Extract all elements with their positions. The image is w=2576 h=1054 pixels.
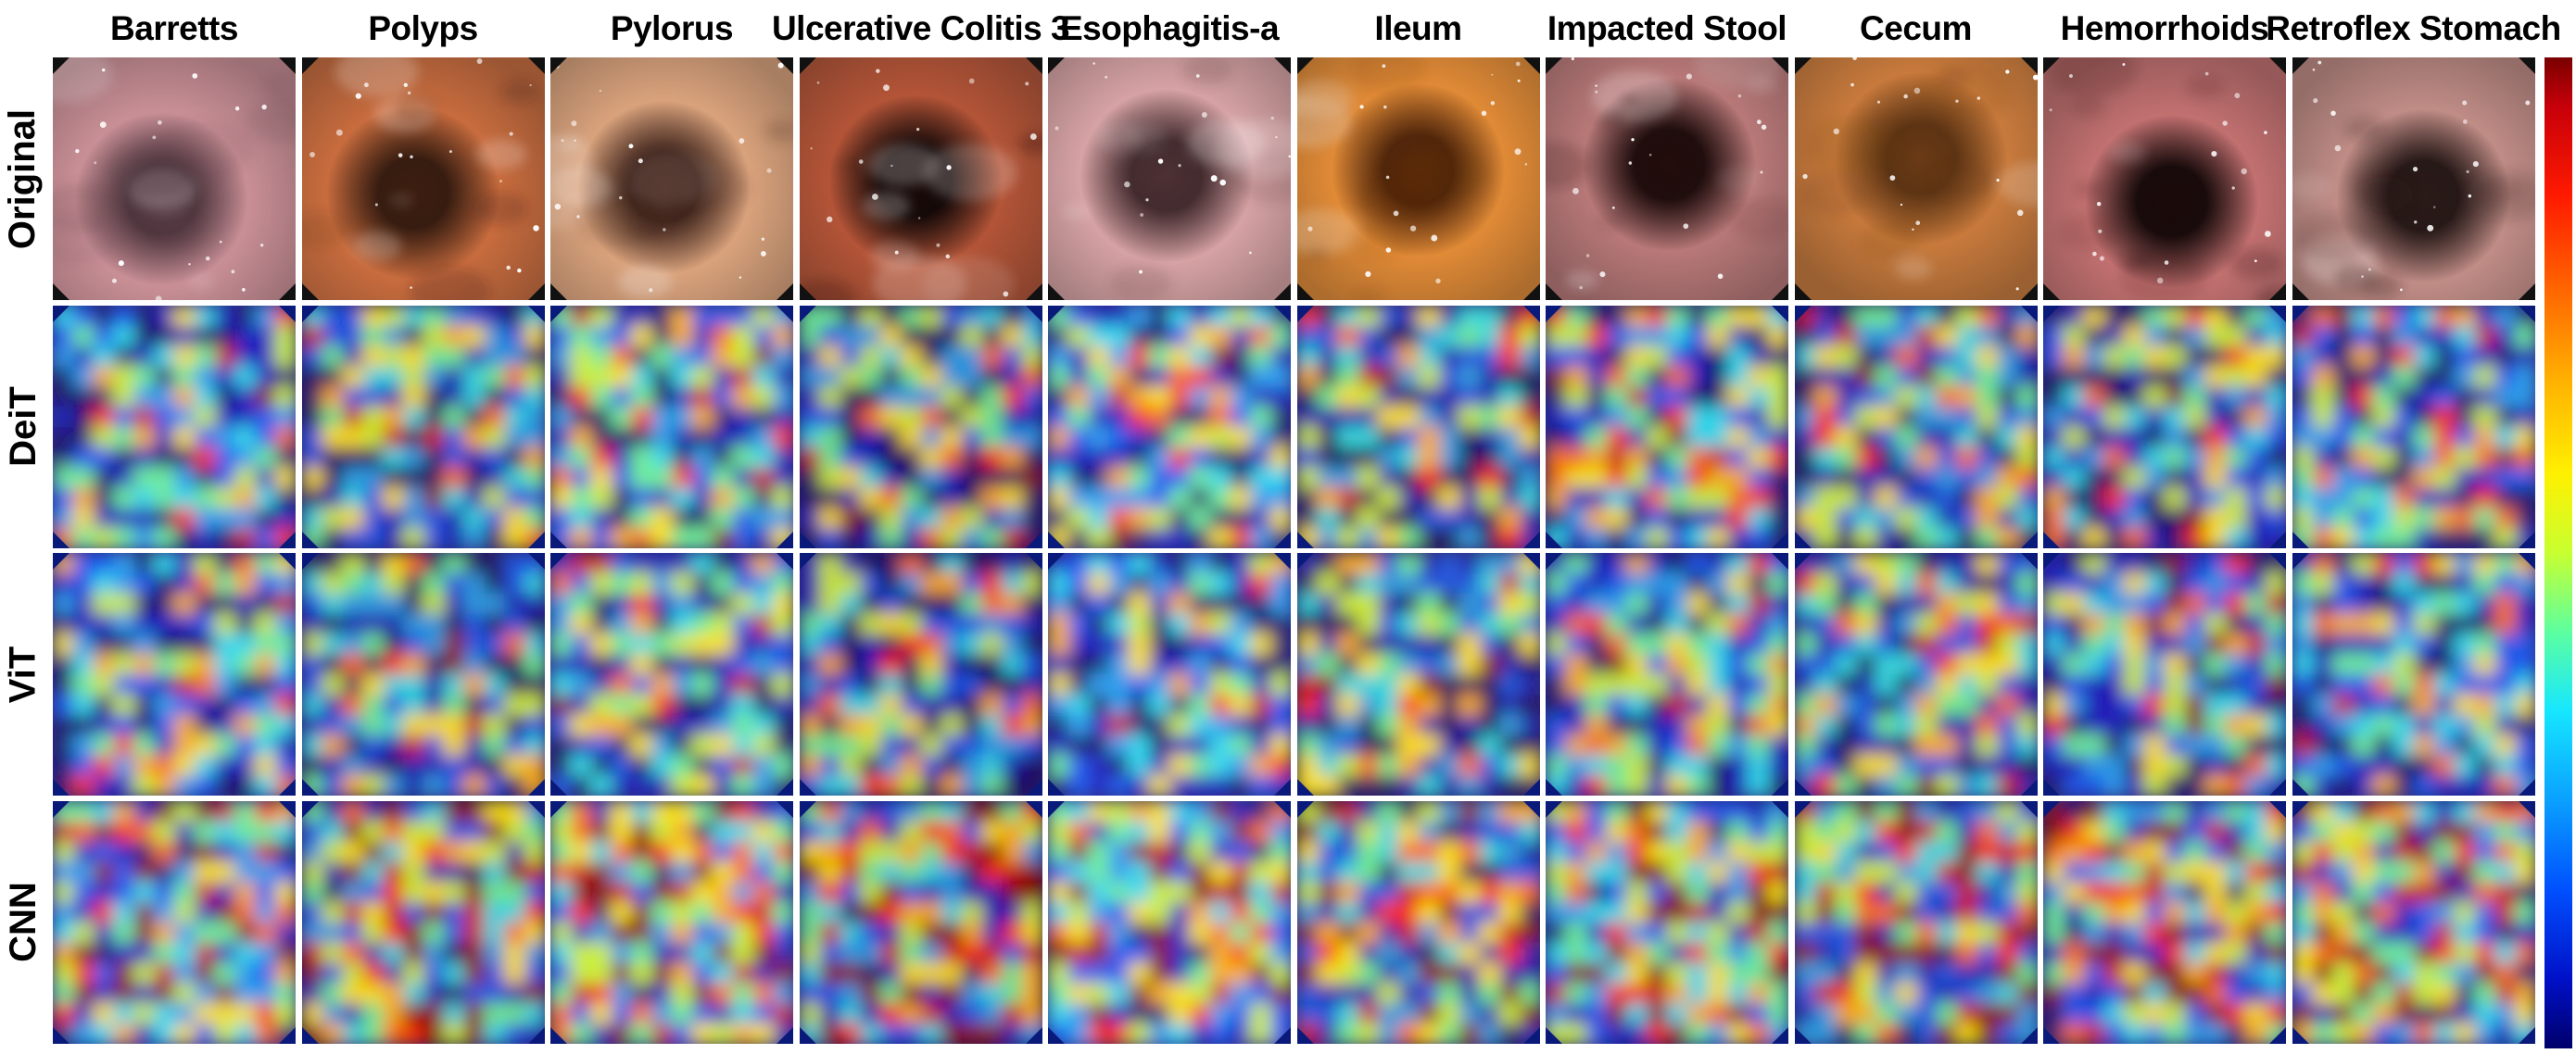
row-label-text: DeiT — [2, 386, 44, 467]
column-header: Polyps — [368, 9, 478, 47]
row-label: ViT — [0, 553, 46, 796]
attention-heatmap — [2292, 553, 2535, 796]
endoscopy-image — [301, 57, 545, 300]
row-label-text: ViT — [2, 646, 44, 703]
attention-heatmap — [2043, 553, 2286, 796]
column-header: Ulcerative Colitis 3 — [771, 9, 1070, 47]
row-label: DeiT — [0, 306, 46, 548]
endoscopy-image — [53, 57, 296, 300]
attention-heatmap — [550, 305, 793, 548]
endoscopy-image — [1296, 57, 1540, 300]
endoscopy-image — [1048, 57, 1291, 300]
attention-heatmap — [550, 553, 793, 796]
endoscopy-image — [2292, 57, 2535, 300]
attention-heatmap — [1794, 800, 2038, 1044]
attention-heatmap — [1048, 305, 1291, 548]
row-label-text: Original — [2, 108, 44, 249]
attention-heatmap — [53, 553, 296, 796]
attention-heatmap — [1546, 553, 1788, 796]
row-label-text: CNN — [2, 882, 44, 962]
column-header: Retroflex Stomach — [2266, 9, 2561, 47]
attention-heatmap — [301, 800, 545, 1044]
column-header: Cecum — [1860, 9, 1972, 47]
column-header: Esophagitis-a — [1059, 9, 1280, 47]
attention-heatmap — [53, 800, 296, 1044]
attention-heatmap — [799, 800, 1042, 1044]
attention-heatmap — [799, 553, 1042, 796]
row-label: CNN — [0, 801, 46, 1044]
column-header: Barretts — [110, 9, 238, 47]
endoscopy-image — [2043, 57, 2286, 300]
endoscopy-image — [1546, 57, 1788, 300]
endoscopy-image — [1794, 57, 2038, 300]
attention-heatmap — [799, 305, 1042, 548]
row-label: Original — [0, 57, 46, 300]
attention-heatmap — [301, 553, 545, 796]
endoscopy-image — [799, 57, 1042, 300]
attention-heatmap — [2043, 800, 2286, 1044]
attention-heatmap — [1296, 305, 1540, 548]
attention-heatmap — [550, 800, 793, 1044]
endoscopy-image — [550, 57, 793, 300]
attention-heatmap — [301, 305, 545, 548]
attention-heatmap — [1546, 800, 1788, 1044]
attention-heatmap — [1048, 800, 1291, 1044]
colorbar — [2544, 57, 2572, 1048]
column-header: Pylorus — [610, 9, 734, 47]
attention-heatmap — [1794, 553, 2038, 796]
column-header: Impacted Stool — [1547, 9, 1787, 47]
attention-heatmap — [1048, 553, 1291, 796]
attention-heatmap — [53, 305, 296, 548]
attention-heatmap — [2292, 305, 2535, 548]
attention-heatmap — [1296, 800, 1540, 1044]
attention-heatmap — [2292, 800, 2535, 1044]
column-header: Hemorrhoids — [2060, 9, 2269, 47]
column-header: Ileum — [1374, 9, 1462, 47]
attention-heatmap — [1546, 305, 1788, 548]
attention-heatmap — [2043, 305, 2286, 548]
attention-heatmap — [1296, 553, 1540, 796]
attention-heatmap — [1794, 305, 2038, 548]
